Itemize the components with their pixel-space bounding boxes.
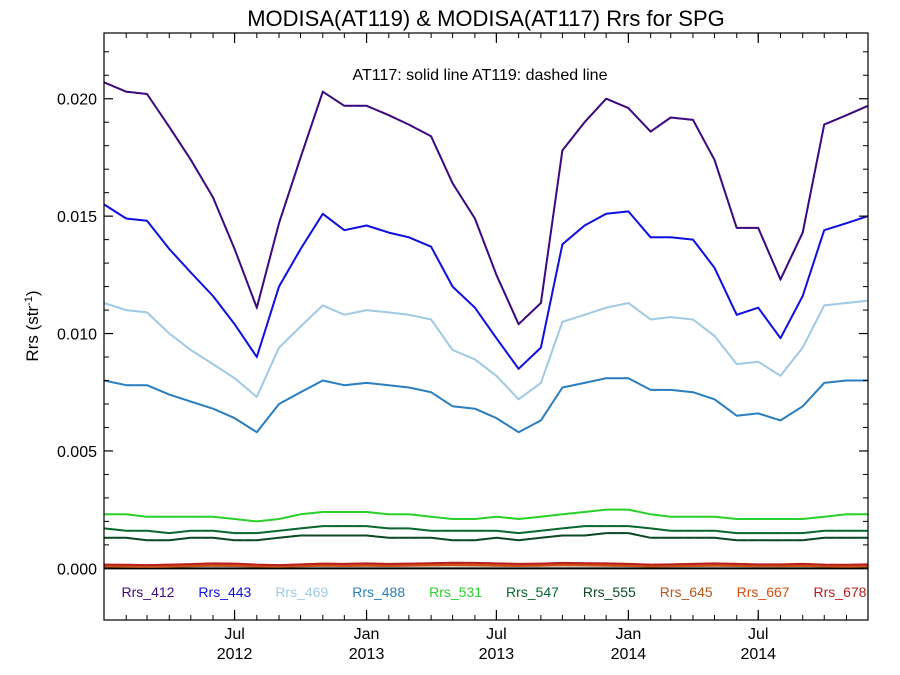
- y-tick-label: 0.005: [57, 444, 97, 461]
- legend-item-rrs-443: Rrs_443: [198, 584, 251, 600]
- series-line-rrs-678-at119: [103, 561, 869, 566]
- x-tick-label-year: 2013: [349, 646, 385, 663]
- x-tick-label-year: 2014: [611, 646, 647, 663]
- y-tick-label: 0.000: [57, 561, 97, 578]
- legend-item-rrs-667: Rrs_667: [737, 584, 790, 600]
- y-axis-label: Rrs (str-1): [23, 290, 42, 361]
- plot-frame: [103, 32, 869, 621]
- line-style-annotation: AT117: solid line AT119: dashed line: [353, 67, 608, 84]
- x-tick-label-year: 2013: [479, 646, 515, 663]
- legend-item-rrs-531: Rrs_531: [429, 584, 482, 600]
- series-line-rrs-488-at117: [103, 377, 868, 434]
- series-line-rrs-488-at119: [103, 377, 868, 434]
- legend-item-rrs-678: Rrs_678: [814, 584, 867, 600]
- series-line-rrs-412-at117: [103, 81, 869, 326]
- y-axis-label-main: Rrs (str: [23, 306, 42, 362]
- y-tick-label: 0.020: [57, 92, 97, 109]
- legend-item-rrs-412: Rrs_412: [122, 584, 175, 600]
- x-axis: Jul 2012 Jan 2013 Jul 2013 Jan 2014 Jul 2014: [103, 33, 869, 663]
- legend-item-rrs-488: Rrs_488: [352, 584, 405, 600]
- series-line-rrs-555-at119: [104, 532, 868, 542]
- plot-area: [103, 81, 869, 570]
- y-axis-label-superscript: -1: [23, 296, 35, 306]
- legend: Rrs_412 Rrs_443 Rrs_469 Rrs_488 Rrs_531 Rrs_5…: [122, 584, 867, 600]
- legend-item-rrs-547: Rrs_547: [506, 584, 559, 600]
- series-line-rrs-412-at119: [103, 81, 869, 326]
- x-tick-label-month: Jan: [354, 626, 380, 643]
- series-line-rrs-667-at119: [103, 563, 869, 567]
- x-tick-label-year: 2012: [217, 646, 253, 663]
- y-tick-label: 0.010: [57, 327, 97, 344]
- legend-item-rrs-645: Rrs_645: [660, 584, 713, 600]
- x-tick-label-month: Jul: [748, 626, 768, 643]
- series-line-rrs-443-at117: [103, 203, 869, 370]
- y-axis: 0.000 0.005 0.010 0.015 0.020: [57, 51, 868, 578]
- chart-title: MODISA(AT119) & MODISA(AT117) Rrs for SP…: [247, 6, 725, 31]
- series-line-rrs-469-at117: [103, 299, 869, 401]
- x-tick-label-month: Jan: [615, 626, 641, 643]
- series-line-rrs-443-at119: [103, 203, 869, 371]
- y-axis-label-close: ): [23, 290, 42, 296]
- x-tick-label-year: 2014: [740, 646, 776, 663]
- series-line-rrs-531-at119: [104, 508, 868, 523]
- x-tick-label-month: Jul: [224, 626, 244, 643]
- series-line-rrs-547-at119: [103, 525, 868, 534]
- legend-item-rrs-555: Rrs_555: [583, 584, 636, 600]
- legend-item-rrs-469: Rrs_469: [275, 584, 328, 600]
- x-tick-label-month: Jul: [486, 626, 506, 643]
- series-line-rrs-469-at119: [103, 299, 869, 401]
- y-tick-label: 0.015: [57, 209, 97, 226]
